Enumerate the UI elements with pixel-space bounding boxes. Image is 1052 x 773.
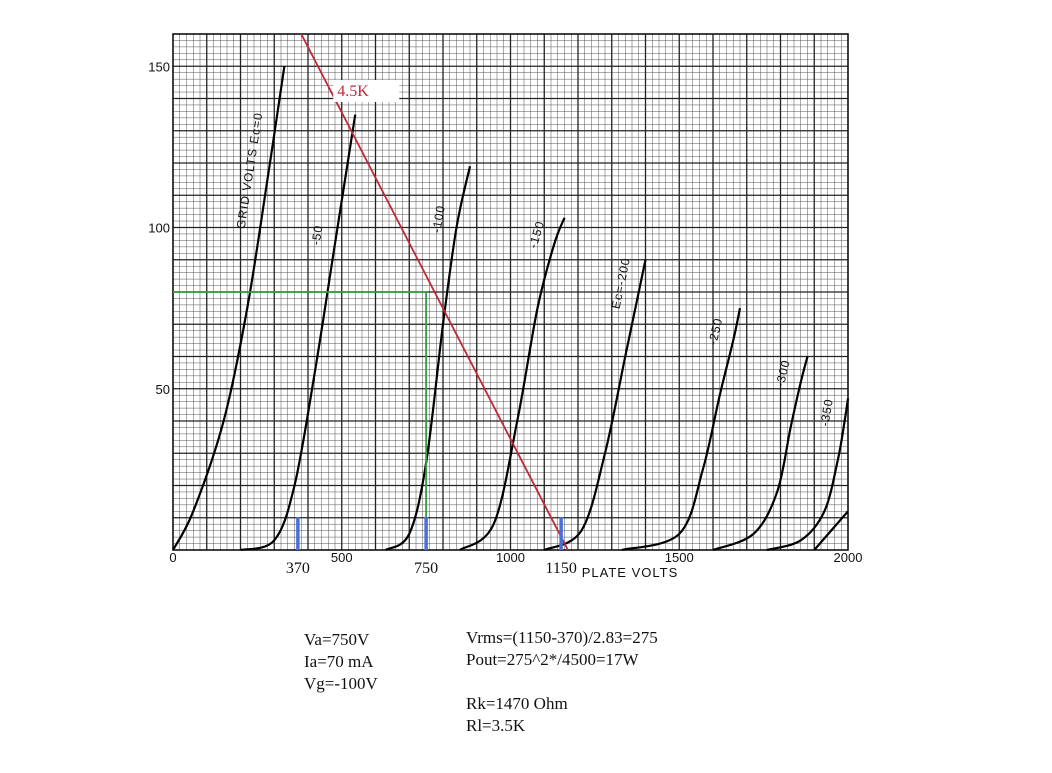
note-vg: Vg=-100V [304,674,378,693]
x-tick-label: 1500 [665,550,694,565]
series-curve [813,510,849,551]
series-curve [712,356,809,552]
resistor-notes: Rk=1470 Ohm Rl=3.5K [466,693,568,737]
x-tick-label: 0 [169,550,176,565]
series-curve [459,217,566,551]
series-curve [621,307,742,552]
note-ia: Ia=70 mA [304,652,374,671]
curve-label: -100 [429,204,448,234]
note-rk: Rk=1470 Ohm [466,694,568,713]
x-tick-label: 1000 [496,550,525,565]
load-line-overlay: 4.5K 370 750 1150 [173,33,577,577]
x-tick-label: 2000 [834,550,863,565]
voltage-marker-label: 370 [286,560,310,577]
series-curve [543,259,647,552]
output-power-notes: Vrms=(1150-370)/2.83=275 Pout=275^2*/450… [466,627,658,671]
load-line [300,33,569,551]
note-rl: Rl=3.5K [466,716,526,735]
load-line-label-bg [333,80,400,102]
note-va: Va=750V [304,630,370,649]
note-pout: Pout=275^2*/4500=17W [466,650,639,669]
curve-label: -50 [309,224,326,246]
voltage-marker-label: 750 [414,560,438,577]
load-line-label: 4.5K [337,83,369,100]
x-tick-label: 500 [331,550,353,565]
note-vrms: Vrms=(1150-370)/2.83=275 [466,628,658,647]
y-tick-label: 50 [156,382,170,397]
x-axis-label: PLATE VOLTS [582,565,679,580]
series-curve [172,66,286,551]
curve-label: -300 [773,358,793,389]
curve-label: -250 [705,316,725,346]
y-tick-label: 100 [148,221,170,236]
series-curve [766,398,850,552]
curve-labels: GRID VOLTS Ec=0-50-100-150Ec=-200-250-30… [234,111,836,427]
voltage-marker-label: 1150 [545,560,576,577]
curve-label: -350 [817,397,835,427]
series-curve [240,114,357,552]
operating-point-notes: Va=750V Ia=70 mA Vg=-100V [304,629,378,695]
y-tick-label: 150 [148,59,170,74]
grid-voltage-curves [172,66,850,552]
series-curve [385,165,472,551]
